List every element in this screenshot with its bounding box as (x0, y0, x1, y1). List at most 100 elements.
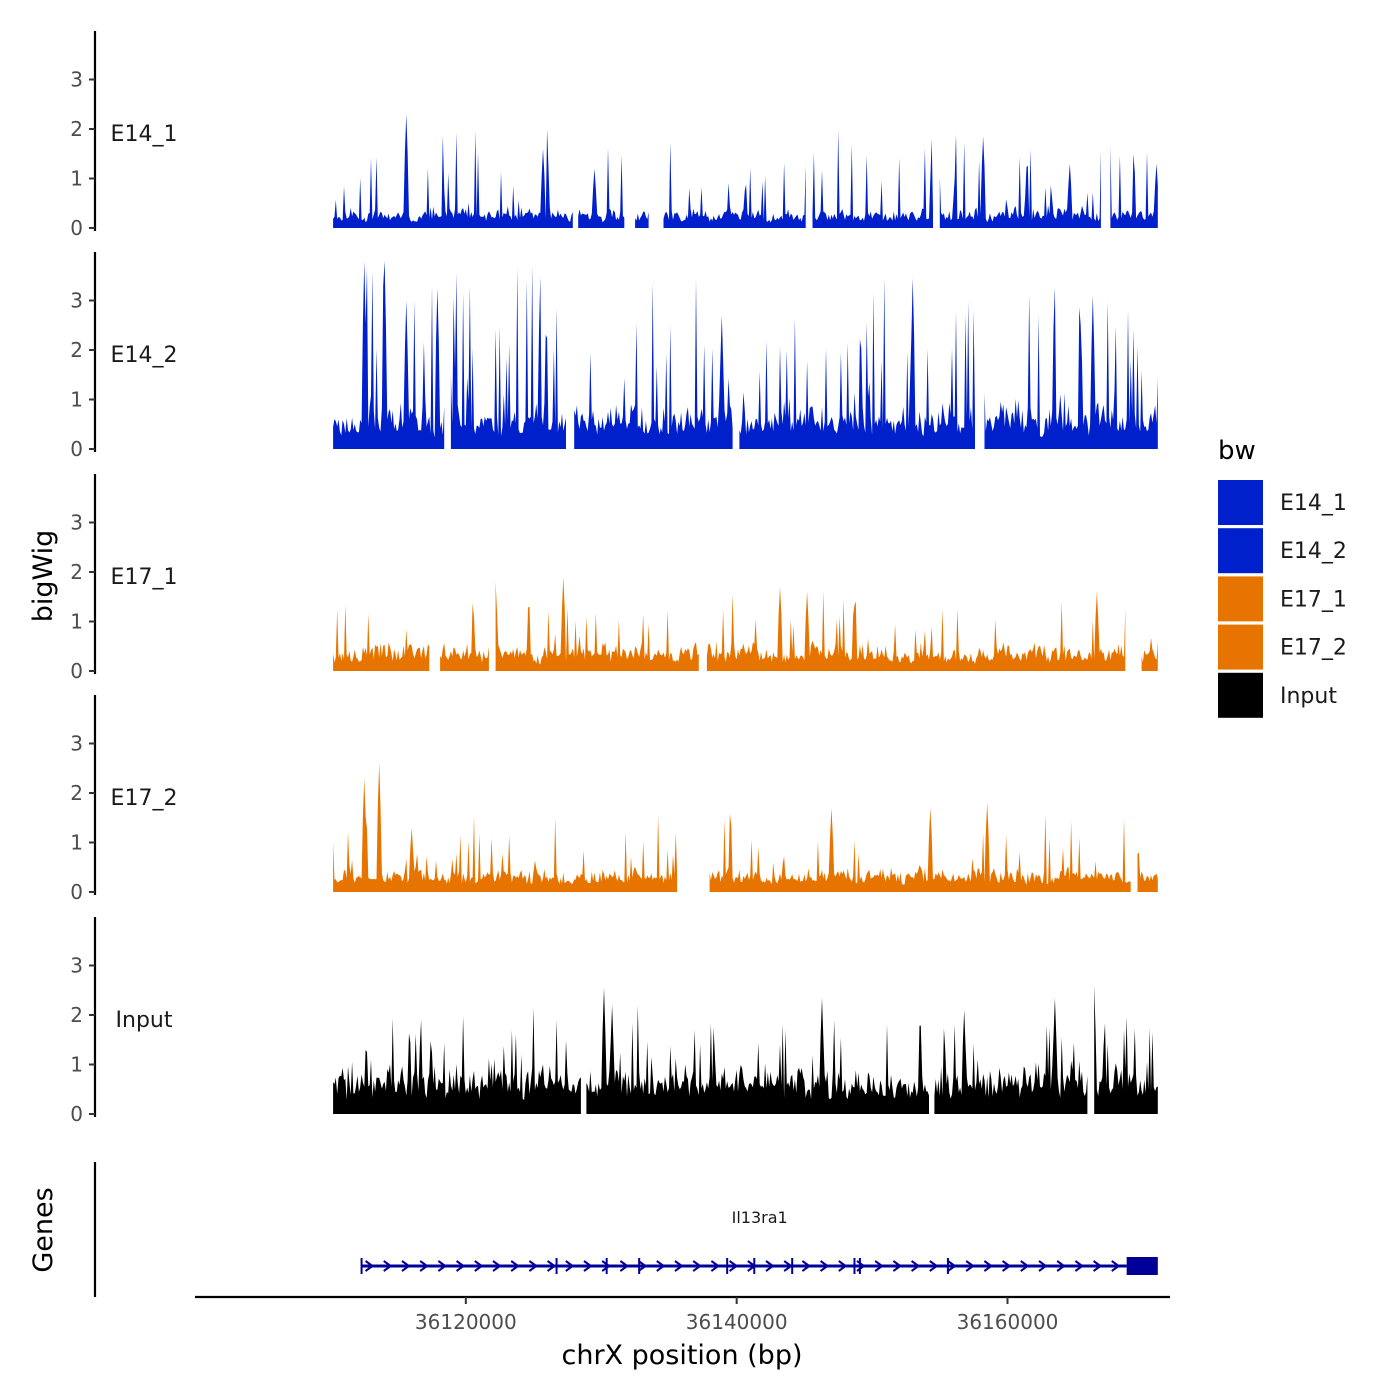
signal-area-Input-3 (1094, 985, 1158, 1114)
strand-arrow (929, 1260, 939, 1272)
strand-arrow (546, 1260, 557, 1272)
strand-arrow (692, 1260, 702, 1272)
gene-panel: Il13ra1 Genes (28, 1162, 1158, 1297)
signal-area-E14_2-2 (574, 279, 733, 449)
strand-arrow (838, 1260, 848, 1272)
legend-label-Input: Input (1280, 684, 1337, 709)
signal-area-E14_2-1 (450, 265, 566, 449)
track-panels: 0 1 2 3 E14_1 0 1 2 3 E14_2 0 1 2 3 E17_1 0 1 2 3 E17_2 0 1 2 3… (70, 31, 1158, 1126)
track-E17_2: 0 1 2 3 E17_2 (70, 695, 1158, 904)
strand-arrow (510, 1260, 520, 1272)
legend-label-E14_2: E14_2 (1280, 539, 1347, 564)
legend-swatch-E14_2 (1218, 528, 1263, 574)
strand-arrow (1056, 1260, 1066, 1272)
legend-items: E14_1 E14_2 E17_1 E17_2 Input (1218, 480, 1347, 718)
legend: bw E14_1 E14_2 E17_1 E17_2 Input (1218, 436, 1347, 718)
y-tick-label: 3 (70, 68, 83, 92)
track-label: E14_2 (111, 343, 178, 368)
signal-area-Input-0 (333, 1007, 581, 1114)
x-tick-label: 36140000 (686, 1310, 788, 1334)
track-label: E17_1 (111, 565, 178, 590)
strand-arrow (728, 1260, 739, 1272)
signal-area-E17_1-1 (440, 603, 489, 671)
legend-swatch-E14_1 (1218, 480, 1263, 525)
strand-arrow (947, 1260, 957, 1272)
strand-arrow (1092, 1260, 1103, 1272)
track-E14_1: 0 1 2 3 E14_1 (70, 31, 1158, 240)
y-tick-label: 1 (70, 388, 83, 412)
legend-swatch-Input (1218, 672, 1263, 718)
y-tick-label: 2 (70, 117, 83, 141)
strand-arrow (455, 1260, 466, 1272)
strand-arrow (1074, 1260, 1085, 1272)
track-Input: 0 1 2 3 Input (70, 917, 1158, 1126)
strand-arrow (1038, 1260, 1048, 1272)
legend-title: bw (1218, 436, 1256, 466)
strand-arrow (1001, 1260, 1012, 1272)
strand-arrow (801, 1260, 812, 1272)
signal-area-E17_2-0 (333, 763, 678, 892)
signal-area-E14_2-3 (739, 276, 975, 449)
strand-arrow (437, 1260, 448, 1272)
signal-area-E14_1-0 (333, 114, 573, 228)
x-axis-title: chrX position (bp) (561, 1340, 802, 1371)
track-label: Input (116, 1008, 173, 1033)
strand-arrow (656, 1260, 666, 1272)
signal-area-E14_1-5 (939, 134, 1101, 228)
strand-arrow (601, 1260, 611, 1272)
y-tick-label: 0 (70, 880, 83, 904)
y-tick-label: 0 (70, 216, 83, 240)
x-tick-label: 36160000 (957, 1310, 1059, 1334)
signal-area-Input-2 (934, 997, 1088, 1114)
legend-swatch-E17_1 (1218, 576, 1263, 622)
strand-arrow (874, 1260, 884, 1272)
x-axis: 36120000 36140000 36160000 chrX position (… (195, 1295, 1170, 1371)
strand-arrow (965, 1260, 975, 1272)
y-tick-label: 2 (70, 781, 83, 805)
signal-area-E17_1-0 (333, 604, 430, 671)
y-tick-label: 1 (70, 610, 83, 634)
track-E14_2: 0 1 2 3 E14_2 (70, 252, 1158, 461)
legend-swatch-E17_2 (1218, 624, 1263, 670)
gene-marks: Il13ra1 (360, 1208, 1158, 1275)
y-tick-label: 3 (70, 732, 83, 756)
strand-arrow (528, 1260, 539, 1272)
signal-area-E17_1-4 (1141, 637, 1158, 671)
y-tick-label: 1 (70, 167, 83, 191)
track-label: E14_1 (111, 122, 178, 147)
signal-area-E14_2-0 (333, 260, 445, 449)
signal-area-E17_1-3 (706, 586, 1126, 671)
x-ticks: 36120000 36140000 36160000 (415, 1297, 1058, 1334)
y-tick-label: 3 (70, 289, 83, 313)
y-tick-label: 2 (70, 338, 83, 362)
strand-arrow (583, 1260, 593, 1272)
strand-arrow (710, 1260, 721, 1272)
legend-label-E14_1: E14_1 (1280, 491, 1347, 516)
signal-area-E14_2-4 (984, 287, 1158, 449)
strand-arrow (783, 1260, 793, 1272)
strand-arrow (983, 1260, 994, 1272)
x-tick-label: 36120000 (415, 1310, 517, 1334)
y-axis-title: bigWig (28, 530, 59, 623)
y-tick-label: 1 (70, 1053, 83, 1077)
signal-area-E14_1-2 (635, 211, 649, 228)
track-E17_1: 0 1 2 3 E17_1 (70, 474, 1158, 683)
strand-arrow (765, 1260, 775, 1272)
strand-arrow (892, 1260, 903, 1272)
signal-area-E14_1-3 (663, 142, 806, 228)
y-tick-label: 3 (70, 954, 83, 978)
y-tick-label: 0 (70, 437, 83, 461)
legend-label-E17_2: E17_2 (1280, 636, 1347, 661)
signal-area-E17_1-2 (495, 577, 699, 671)
strand-arrow (1111, 1260, 1121, 1272)
signal-area-E14_1-4 (812, 130, 933, 228)
strand-arrow (401, 1260, 411, 1272)
strand-arrow (619, 1260, 630, 1272)
strand-arrow (565, 1260, 575, 1272)
strand-arrow (910, 1260, 921, 1272)
gene-name-label: Il13ra1 (732, 1208, 788, 1227)
legend-label-E17_1: E17_1 (1280, 587, 1347, 612)
strand-arrow (819, 1260, 830, 1272)
gene-panel-label: Genes (28, 1187, 59, 1272)
gene-thick-block (1126, 1257, 1158, 1275)
